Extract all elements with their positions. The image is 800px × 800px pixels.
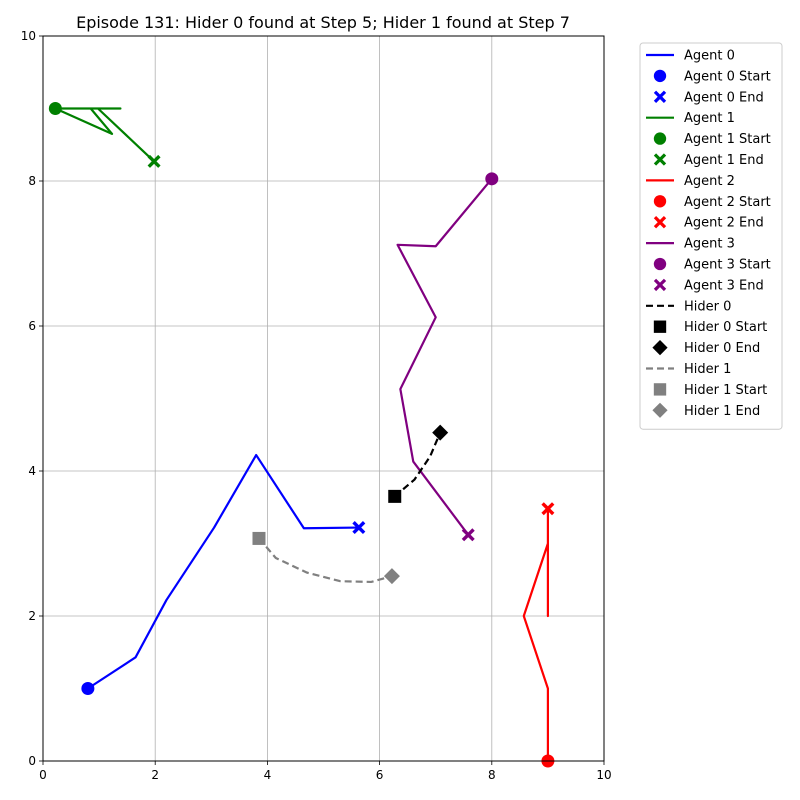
y-tick-label: 0 [28,754,36,768]
legend-label: Agent 3 End [684,278,764,293]
legend-item: Agent 0 Start [653,69,771,84]
legend-marker [653,195,667,208]
start-marker [388,489,402,503]
start-marker [81,682,95,695]
series-line [258,537,393,584]
legend-label: Agent 2 [684,174,735,189]
x-tick-label: 10 [596,768,611,782]
legend-label: Hider 0 End [684,341,760,356]
legend-label: Agent 1 End [684,153,764,168]
legend-label: Agent 3 Start [684,258,771,273]
x-tick-label: 6 [376,768,384,782]
legend-marker [653,132,667,145]
legend-label: Agent 0 End [684,90,764,105]
legend-label: Hider 1 End [684,404,760,419]
legend-label: Hider 1 [684,362,731,377]
legend-label: Agent 3 [684,237,735,252]
start-marker [252,531,266,545]
legend-item: Agent 1 End [653,153,764,168]
legend-item: Agent 2 [646,174,735,189]
series-agent-2 [522,502,555,768]
legend: Agent 0 Agent 0 Start Agent 0 End Agent 1 Ag… [639,42,783,430]
end-marker [432,424,449,441]
legend-label: Agent 0 Start [684,69,771,84]
legend-frame [639,42,783,430]
chart-title: Episode 131: Hider 0 found at Step 5; Hi… [76,13,570,32]
legend-label: Hider 1 Start [684,383,767,398]
legend-item: Agent 1 [646,111,735,126]
legend-marker [653,69,667,83]
legend-item: Hider 0 End [652,340,760,356]
legend-item: Agent 3 [646,237,735,252]
legend-item: Agent 2 End [653,216,764,231]
legend-marker [653,90,667,103]
end-marker [541,502,555,516]
end-marker [147,154,161,168]
series-agent-3 [396,172,499,542]
series-line [54,107,155,163]
series-line [87,453,359,690]
series-line [396,178,493,536]
legend-marker [653,278,667,292]
plot-frame [42,35,605,762]
legend-item: Agent 0 [646,49,735,64]
x-tick-label: 4 [264,768,272,782]
series-hider-1 [252,531,400,585]
legend-label: Hider 0 Start [684,320,767,335]
series-agent-1 [48,102,161,168]
start-marker [48,102,62,115]
legend-label: Hider 0 [684,299,731,314]
series-hider-0 [388,424,449,503]
legend-item: Agent 3 End [653,278,764,293]
start-marker [485,172,499,186]
series-line [522,508,549,761]
legend-marker [653,320,667,333]
legend-item: Agent 3 Start [653,257,771,273]
y-tick-label: 10 [21,29,36,43]
legend-label: Agent 1 [684,111,735,126]
legend-label: Agent 0 [684,49,735,64]
end-marker [352,521,366,535]
legend-marker [653,153,667,166]
series-agent-0 [81,453,366,695]
y-tick-label: 4 [28,464,36,478]
grid [42,35,605,762]
axis-ticks: 0 2 4 6 8 10 0 2 4 6 8 10 [21,29,612,782]
end-marker [461,528,475,542]
legend-marker [652,402,668,418]
legend-item: Hider 1 End [652,402,760,419]
legend-marker [653,216,667,229]
y-tick-label: 8 [28,174,36,188]
legend-item: Hider 1 Start [653,383,767,398]
legend-item: Hider 0 Start [653,320,767,335]
y-tick-label: 2 [28,609,36,623]
series-line [394,432,442,498]
legend-label: Agent 1 Start [684,132,771,147]
legend-marker [652,340,668,356]
legend-item: Agent 0 End [653,90,764,105]
x-tick-label: 0 [39,768,47,782]
legend-item: Agent 2 Start [653,195,771,210]
legend-label: Agent 2 End [684,216,764,231]
legend-item: Hider 1 [646,362,731,377]
legend-item: Agent 1 Start [653,132,771,147]
legend-item: Hider 0 [646,299,731,314]
y-tick-label: 6 [28,319,36,333]
legend-marker [653,383,667,396]
series-layer [48,102,555,768]
end-marker [383,568,400,585]
legend-label: Agent 2 Start [684,195,771,210]
legend-marker [653,257,667,271]
x-tick-label: 2 [151,768,159,782]
x-tick-label: 8 [488,768,496,782]
